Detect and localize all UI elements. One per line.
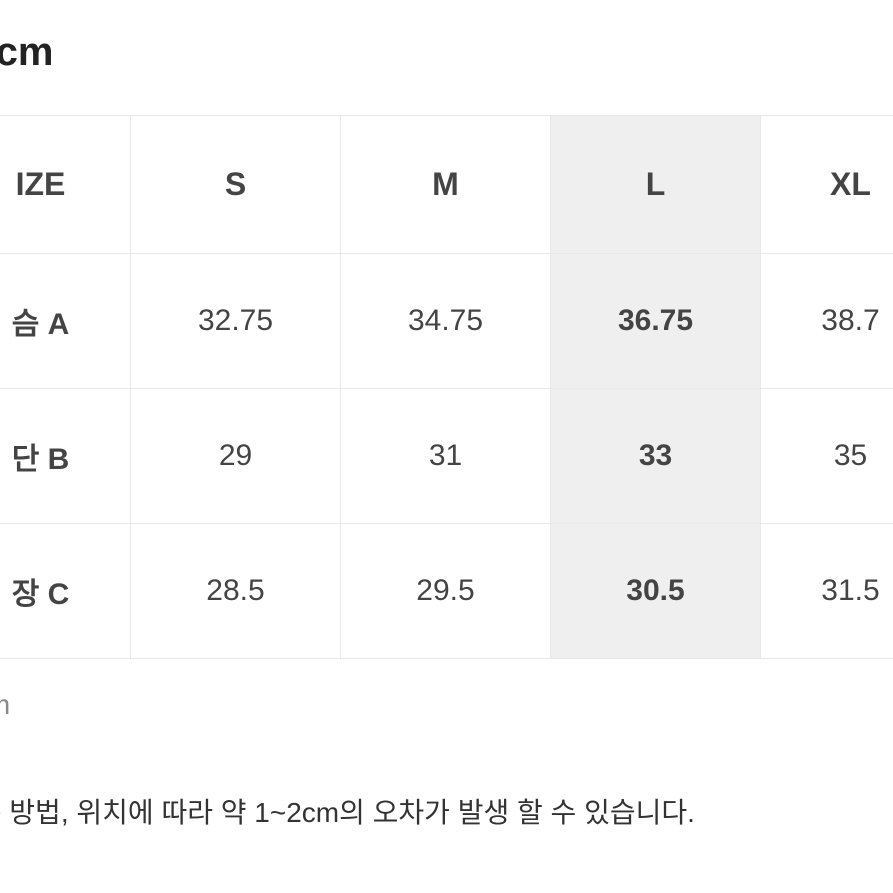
cell-a-xl: 38.7 bbox=[761, 254, 893, 389]
header-s: S bbox=[131, 116, 341, 254]
cell-c-xl: 31.5 bbox=[761, 524, 893, 659]
cell-b-xl: 35 bbox=[761, 389, 893, 524]
cell-a-m: 34.75 bbox=[341, 254, 551, 389]
cell-b-m: 31 bbox=[341, 389, 551, 524]
table-row: 슴 A 32.75 34.75 36.75 38.7 bbox=[0, 254, 893, 389]
cell-b-l: 33 bbox=[551, 389, 761, 524]
header-size-label: IZE bbox=[0, 116, 131, 254]
cell-a-s: 32.75 bbox=[131, 254, 341, 389]
table-header-row: IZE S M L XL bbox=[0, 116, 893, 254]
cell-c-s: 28.5 bbox=[131, 524, 341, 659]
size-table: IZE S M L XL 슴 A 32.75 34.75 36.75 38.7 … bbox=[0, 115, 893, 659]
cell-a-l: 36.75 bbox=[551, 254, 761, 389]
header-m: M bbox=[341, 116, 551, 254]
row-label-a: 슴 A bbox=[0, 254, 131, 389]
header-xl: XL bbox=[761, 116, 893, 254]
unit-note: |: cm bbox=[0, 689, 893, 721]
row-label-b: 단 B bbox=[0, 389, 131, 524]
cell-b-s: 29 bbox=[131, 389, 341, 524]
cell-c-m: 29.5 bbox=[341, 524, 551, 659]
table-row: 단 B 29 31 33 35 bbox=[0, 389, 893, 524]
header-l: L bbox=[551, 116, 761, 254]
table-row: 장 C 28.5 29.5 30.5 31.5 bbox=[0, 524, 893, 659]
disclaimer-text: ㅐ는 방법, 위치에 따라 약 1~2cm의 오차가 발생 할 수 있습니다. bbox=[0, 791, 893, 831]
cell-c-l: 30.5 bbox=[551, 524, 761, 659]
page-title: e / cm bbox=[0, 0, 893, 115]
row-label-c: 장 C bbox=[0, 524, 131, 659]
